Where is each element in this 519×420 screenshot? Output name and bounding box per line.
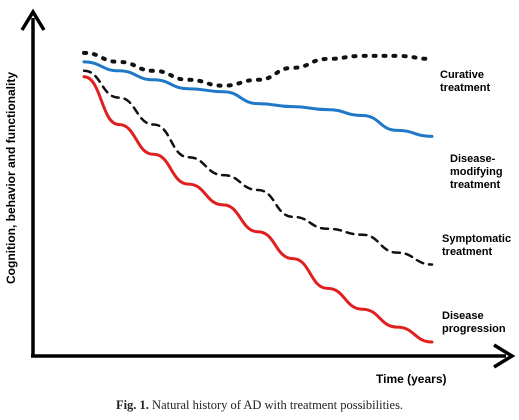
- series-line-curative-treatment: [82, 50, 434, 88]
- caption-text: Natural history of AD with treatment pos…: [152, 398, 404, 412]
- y-axis-label: Cognition, behavior and functionality: [4, 72, 18, 284]
- series-labels: Curative treatment Disease-modifying treatm…: [440, 69, 511, 335]
- x-axis-arrow: [493, 343, 516, 369]
- series-line-disease-modifying-treatment: [82, 60, 434, 138]
- figure-caption: Fig. 1. Natural history of AD with treat…: [0, 398, 519, 413]
- series-lines: [82, 50, 434, 344]
- axes: Cognition, behavior and functionality Ti…: [4, 8, 516, 386]
- series-label-curative-treatment: Curative treatment: [440, 69, 490, 94]
- caption-label: Fig. 1.: [115, 398, 149, 412]
- series-label-disease-modifying-treatment: Disease-modifying treatment: [450, 153, 503, 191]
- x-axis-label: Time (years): [376, 372, 446, 386]
- series-label-symptomatic-treatment: Symptomatic treatment: [442, 233, 511, 258]
- series-label-disease-progression: Disease progression: [442, 310, 506, 335]
- series-line-symptomatic-treatment: [82, 69, 434, 266]
- series-line-disease-progression: [82, 75, 434, 344]
- y-axis-arrow: [20, 8, 46, 31]
